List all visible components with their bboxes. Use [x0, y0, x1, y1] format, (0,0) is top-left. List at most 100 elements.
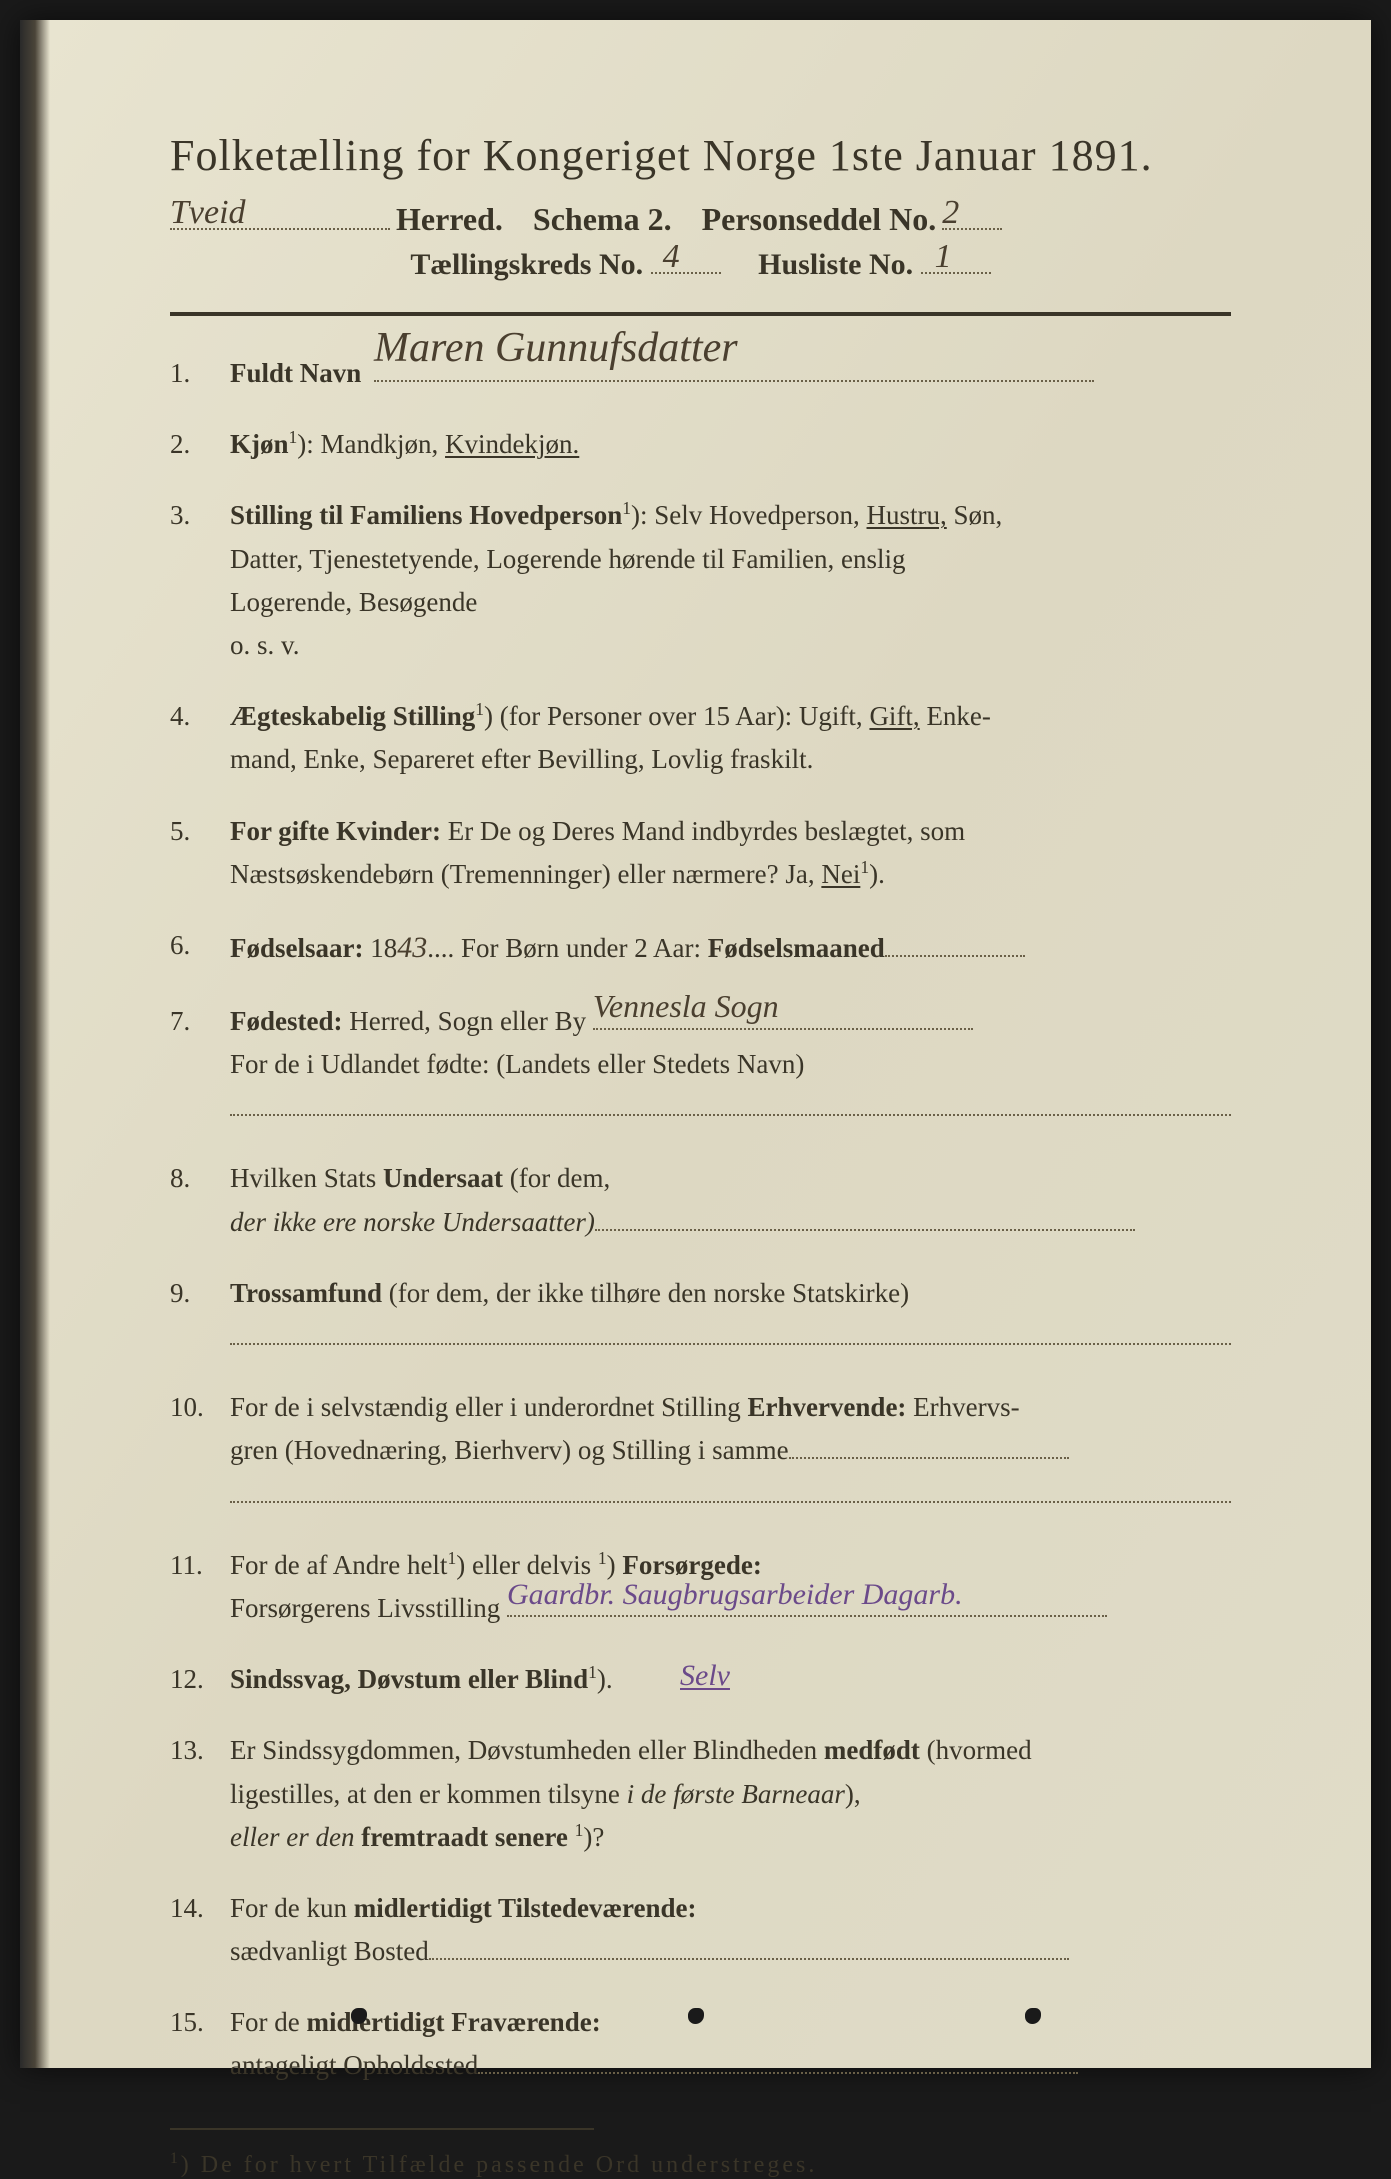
herred-field: Tveid — [170, 228, 390, 230]
stilling-text-1b: Søn, — [947, 500, 1003, 530]
forsorg-sup1: 1 — [447, 1548, 456, 1568]
row-num-9: 9. — [170, 1272, 230, 1315]
row-num-8: 8. — [170, 1157, 230, 1200]
fodselsmaaned-label: Fødselsmaaned — [708, 933, 885, 963]
footnote: 1) De for hvert Tilfælde passende Ord un… — [170, 2150, 1231, 2179]
fodested-hw: Vennesla Sogn — [593, 981, 779, 1032]
kreds-no-field: 4 — [651, 272, 721, 274]
fodested-blank-line — [230, 1096, 1231, 1116]
fodested-field: Vennesla Sogn — [593, 1028, 973, 1030]
forsorg-line2: Forsørgerens Livsstilling — [230, 1593, 500, 1623]
stilling-line4: o. s. v. — [230, 630, 300, 660]
row-num-13: 13. — [170, 1729, 230, 1772]
kjon-selected: Kvindekjøn. — [445, 429, 579, 459]
ink-blots — [20, 2008, 1371, 2024]
sindssvag-label: Sindssvag, Døvstum eller Blind — [230, 1664, 588, 1694]
fuldt-navn-hw: Maren Gunnufsdatter — [374, 315, 738, 382]
row-num-4: 4. — [170, 695, 230, 738]
erhverv-bold: Erhvervende: — [747, 1392, 906, 1422]
row-fuldt-navn: 1. Fuldt Navn Maren Gunnufsdatter — [170, 352, 1231, 395]
undersaat-text-1b: (for dem, — [503, 1163, 610, 1193]
header-line-2: Tællingskreds No. 4 Husliste No. 1 — [170, 248, 1231, 282]
undersaat-line2: der ikke ere norske Undersaatter) — [230, 1207, 595, 1237]
row-forsorgede: 11. For de af Andre helt1) eller delvis … — [170, 1544, 1231, 1630]
aegteskab-sup: 1 — [475, 699, 484, 719]
fuldt-navn-label: Fuldt Navn — [230, 358, 361, 388]
fodested-line1: Herred, Sogn eller By — [342, 1006, 586, 1036]
sinds-text-1b: (hvormed — [920, 1735, 1032, 1765]
kjon-label: Kjøn — [230, 429, 289, 459]
personseddel-label: Personseddel No. — [702, 201, 937, 238]
stilling-label: Stilling til Familiens Hovedperson — [230, 500, 622, 530]
row-num-12: 12. — [170, 1658, 230, 1701]
ink-dot — [1025, 2008, 1041, 2024]
row-num-2: 2. — [170, 423, 230, 466]
gifte-line2b: ). — [869, 859, 885, 889]
row-sindssygdom: 13. Er Sindssygdommen, Døvstumheden elle… — [170, 1729, 1231, 1859]
stilling-line3: Logerende, Besøgende — [230, 587, 477, 617]
row-fodested: 7. Fødested: Herred, Sogn eller By Venne… — [170, 1000, 1231, 1130]
tilst-field — [429, 1958, 1069, 1960]
row-aegteskab: 4. Ægteskabelig Stilling1) (for Personer… — [170, 695, 1231, 781]
gifte-line2a: Næstsøskendebørn (Tremenninger) eller næ… — [230, 859, 821, 889]
fodested-label: Fødested: — [230, 1006, 342, 1036]
frav-line2: antageligt Opholdssted — [230, 2050, 478, 2080]
aegteskab-text-1a: ) (for Personer over 15 Aar): Ugift, — [484, 701, 869, 731]
gifte-line1: Er De og Deres Mand indbyrdes beslægtet,… — [441, 816, 965, 846]
ink-dot — [688, 2008, 704, 2024]
schema-label: Schema 2. — [533, 201, 672, 238]
row-num-1: 1. — [170, 352, 230, 395]
herred-handwritten: Tveid — [170, 194, 246, 232]
row-trossamfund: 9. Trossamfund (for dem, der ikke tilhør… — [170, 1272, 1231, 1358]
personseddel-no-hw: 2 — [942, 194, 959, 232]
page-title: Folketælling for Kongeriget Norge 1ste J… — [170, 130, 1231, 181]
row-gifte-kvinder: 5. For gifte Kvinder: Er De og Deres Man… — [170, 810, 1231, 896]
gifte-label: For gifte Kvinder: — [230, 816, 441, 846]
sindssvag-sup: 1 — [588, 1662, 597, 1682]
sinds-bold2: fremtraadt senere — [361, 1822, 574, 1852]
sinds-ital: i de første Barneaar — [627, 1779, 845, 1809]
erhverv-text-1a: For de i selvstændig eller i underordnet… — [230, 1392, 747, 1422]
undersaat-bold: Undersaat — [383, 1163, 503, 1193]
row-fodselsaar: 6. Fødselsaar: 1843.... For Børn under 2… — [170, 924, 1231, 972]
kjon-options: ): Mandkjøn, — [297, 429, 445, 459]
gifte-sup: 1 — [860, 857, 869, 877]
undersaat-text-1a: Hvilken Stats — [230, 1163, 383, 1193]
row-num-7: 7. — [170, 1000, 230, 1043]
tilst-text-1a: For de kun — [230, 1893, 354, 1923]
fodested-line2: For de i Udlandet fødte: (Landets eller … — [230, 1049, 804, 1079]
sinds-line3a: eller er den — [230, 1822, 361, 1852]
sindssvag-rest: ). — [597, 1664, 613, 1694]
ink-dot — [351, 2008, 367, 2024]
aegteskab-text-1b: Enke- — [920, 701, 991, 731]
forsorg-sup2: 1 — [598, 1548, 607, 1568]
row-num-5: 5. — [170, 810, 230, 853]
forsorg-hw: Gaardbr. Saugbrugsarbeider Dagarb. — [507, 1571, 963, 1619]
fuldt-navn-field: Maren Gunnufsdatter — [374, 380, 1094, 382]
erhverv-text-1b: Erhvervs- — [906, 1392, 1019, 1422]
sinds-line3b: )? — [583, 1822, 604, 1852]
stilling-line2: Datter, Tjenestetyende, Logerende hørend… — [230, 544, 905, 574]
husliste-no-field: 1 — [921, 272, 991, 274]
forsorg-text-1a: For de af Andre helt — [230, 1550, 447, 1580]
row-kjon: 2. Kjøn1): Mandkjøn, Kvindekjøn. — [170, 423, 1231, 466]
trossamfund-label: Trossamfund — [230, 1278, 382, 1308]
aegteskab-label: Ægteskabelig Stilling — [230, 701, 475, 731]
sinds-text-1a: Er Sindssygdommen, Døvstumheden eller Bl… — [230, 1735, 824, 1765]
row-num-3: 3. — [170, 494, 230, 537]
header-line-1: Tveid Herred. Schema 2. Personseddel No.… — [170, 201, 1231, 238]
aegteskab-line2: mand, Enke, Separeret efter Bevilling, L… — [230, 744, 813, 774]
row-num-11: 11. — [170, 1544, 230, 1587]
footnote-sup: 1 — [170, 2150, 181, 2167]
gifte-selected: Nei — [821, 859, 860, 889]
fodselsmaaned-field — [885, 955, 1025, 957]
husliste-label: Husliste No. — [758, 248, 913, 281]
row-erhvervende: 10. For de i selvstændig eller i underor… — [170, 1386, 1231, 1516]
footnote-text: ) De for hvert Tilfælde passende Ord und… — [181, 2152, 818, 2178]
kjon-sup: 1 — [289, 427, 298, 447]
sindssvag-hw: Selv — [680, 1652, 730, 1700]
herred-label: Herred. — [396, 201, 503, 238]
stilling-sup: 1 — [622, 498, 631, 518]
husliste-no-hw: 1 — [935, 238, 952, 276]
row-tilstedevaerende: 14. For de kun midlertidigt Tilstedevære… — [170, 1887, 1231, 1973]
